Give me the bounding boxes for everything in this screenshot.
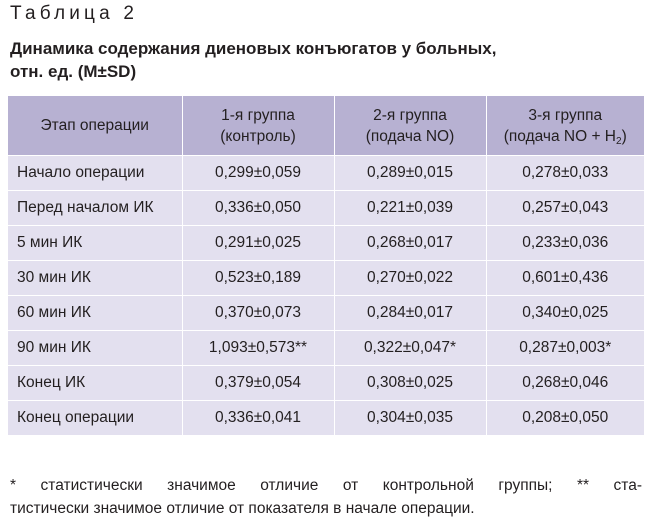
stage-cell: 5 мин ИК	[8, 225, 183, 261]
group-3-cell: 0,257±0,043	[486, 190, 644, 226]
group-2-cell: 0,270±0,022	[334, 260, 487, 296]
group-3-cell: 0,287±0,003*	[486, 330, 644, 366]
group-1-cell: 1,093±0,573**	[182, 330, 335, 366]
header-stage: Этап операции	[8, 96, 183, 156]
header-group-1-desc: (контроль)	[220, 127, 296, 145]
footnote: * статистически значимое отличие от конт…	[10, 474, 642, 520]
header-group-1-name: 1-я группа	[221, 106, 295, 124]
footnote-line-2: тистически значимое отличие от показател…	[10, 500, 475, 517]
table-row: Конец ИК 0,379±0,054 0,308±0,025 0,268±0,04…	[8, 365, 644, 401]
header-group-3-name: 3-я группа	[528, 106, 603, 124]
table-row: Конец операции 0,336±0,041 0,304±0,035 0,20…	[8, 400, 644, 436]
group-2-cell: 0,308±0,025	[334, 365, 487, 401]
table-caption: Динамика содержания диеновых конъюгатов …	[10, 37, 640, 83]
group-1-cell: 0,299±0,059	[182, 155, 335, 191]
group-2-cell: 0,322±0,047*	[334, 330, 487, 366]
caption-line-1: Динамика содержания диеновых конъюгатов …	[10, 39, 497, 58]
header-group-3-desc: (подача NO + H2)	[487, 126, 645, 147]
table-row: 5 мин ИК 0,291±0,025 0,268±0,017 0,233±0,03…	[8, 225, 644, 261]
stage-cell: Начало операции	[8, 155, 183, 191]
group-3-cell: 0,268±0,046	[486, 365, 644, 401]
group-2-cell: 0,221±0,039	[334, 190, 487, 226]
header-group-3-desc-subscript: 2	[616, 135, 622, 147]
group-1-cell: 0,291±0,025	[182, 225, 335, 261]
group-3-cell: 0,278±0,033	[486, 155, 644, 191]
group-3-cell: 0,208±0,050	[486, 400, 644, 436]
header-group-2-name: 2-я группа	[373, 106, 447, 124]
group-1-cell: 0,379±0,054	[182, 365, 335, 401]
group-2-cell: 0,284±0,017	[334, 295, 487, 331]
caption-line-2: отн. ед. (M±SD)	[10, 62, 137, 81]
header-group-3: 3-я группа (подача NO + H2)	[486, 96, 644, 156]
header-group-2: 2-я группа (подача NO)	[334, 96, 487, 156]
group-3-cell: 0,601±0,436	[486, 260, 644, 296]
group-3-cell: 0,340±0,025	[486, 295, 644, 331]
header-group-3-desc-suffix: )	[621, 127, 627, 145]
stage-cell: Конец ИК	[8, 365, 183, 401]
header-group-1: 1-я группа (контроль)	[182, 96, 335, 156]
group-1-cell: 0,336±0,041	[182, 400, 335, 436]
group-2-cell: 0,304±0,035	[334, 400, 487, 436]
table-row: Перед началом ИК 0,336±0,050 0,221±0,039 0,…	[8, 190, 644, 226]
group-1-cell: 0,370±0,073	[182, 295, 335, 331]
table-body: Начало операции 0,299±0,059 0,289±0,015 0,2…	[8, 155, 644, 436]
stage-cell: 30 мин ИК	[8, 260, 183, 296]
header-group-2-desc: (подача NO)	[365, 127, 455, 145]
table-row: 30 мин ИК 0,523±0,189 0,270±0,022 0,601±0,4…	[8, 260, 644, 296]
table-row: 90 мин ИК 1,093±0,573** 0,322±0,047* 0,287±…	[8, 330, 644, 366]
stage-cell: 60 мин ИК	[8, 295, 183, 331]
table-row: Начало операции 0,299±0,059 0,289±0,015 0,2…	[8, 155, 644, 191]
group-2-cell: 0,289±0,015	[334, 155, 487, 191]
group-2-cell: 0,268±0,017	[334, 225, 487, 261]
group-3-cell: 0,233±0,036	[486, 225, 644, 261]
table-row: 60 мин ИК 0,370±0,073 0,284±0,017 0,340±0,0…	[8, 295, 644, 331]
group-1-cell: 0,523±0,189	[182, 260, 335, 296]
header-group-3-desc-prefix: (подача NO + H	[503, 127, 617, 145]
footnote-line-1: * статистически значимое отличие от конт…	[10, 477, 642, 494]
group-1-cell: 0,336±0,050	[182, 190, 335, 226]
stage-cell: Конец операции	[8, 400, 183, 436]
header-row: Этап операции 1-я группа (контроль) 2-я …	[8, 96, 644, 156]
table-label: Таблица 2	[10, 3, 139, 24]
stage-cell: Перед началом ИК	[8, 190, 183, 226]
stage-cell: 90 мин ИК	[8, 330, 183, 366]
data-table: Этап операции 1-я группа (контроль) 2-я …	[8, 96, 644, 436]
